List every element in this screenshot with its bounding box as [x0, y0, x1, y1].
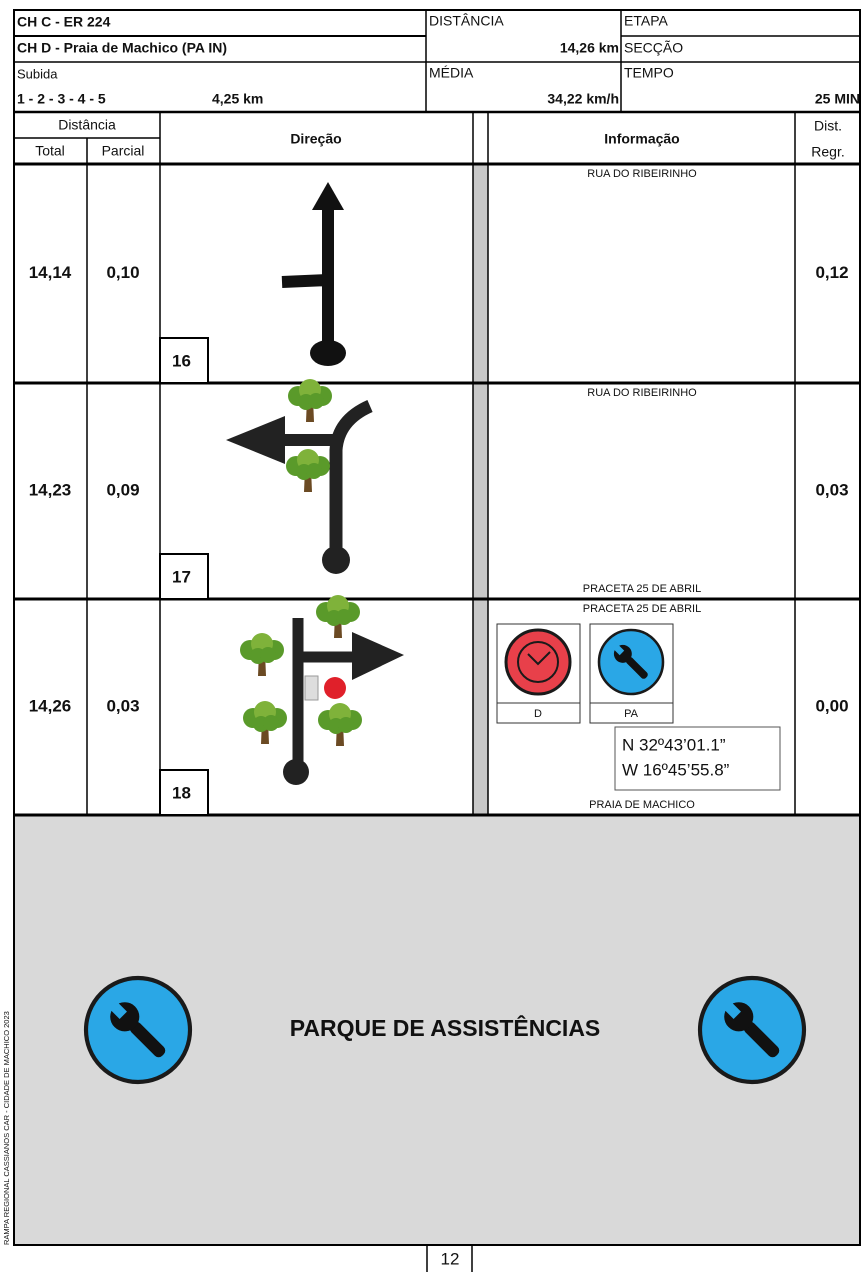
arrow-head	[312, 182, 344, 210]
longitude: W 16º45’55.8”	[622, 760, 730, 779]
page-frame	[13, 9, 861, 1246]
street-name: PRAIA DE MACHICO	[589, 799, 695, 811]
info-header: Informação	[604, 131, 679, 147]
average-label: MÉDIA	[429, 65, 474, 81]
regr-header: Dist.	[814, 118, 842, 134]
wrench-jaw	[721, 999, 741, 1019]
partial-header: Parcial	[102, 143, 145, 159]
tree-leaves	[263, 715, 279, 731]
tree-leaves	[306, 463, 322, 479]
wrench-jaw	[107, 999, 127, 1019]
arrow-head	[226, 416, 285, 464]
tree-icon	[243, 701, 287, 744]
checkpoint-c: CH C - ER 224	[17, 14, 111, 30]
total-distance: 14,23	[29, 480, 72, 499]
distance-header: Distância	[58, 117, 116, 133]
start-dot	[283, 759, 309, 785]
partial-distance: 0,10	[106, 263, 139, 282]
building	[304, 675, 319, 701]
box-number-frame	[159, 769, 209, 816]
climb-label: Subida	[17, 66, 58, 81]
clock-hands	[527, 651, 551, 666]
start-dot	[310, 340, 346, 366]
tree-icon	[316, 595, 360, 638]
assistance-icon	[589, 623, 674, 724]
climb-sequence: 1 - 2 - 3 - 4 - 5	[17, 91, 106, 107]
time-control-icon	[496, 623, 581, 724]
wrench-jaw	[612, 643, 625, 656]
stop-sign	[324, 677, 346, 699]
box-number: 16	[172, 351, 191, 370]
box-number-frame	[159, 553, 209, 600]
tree-icon	[288, 379, 332, 422]
section-label: SECÇÃO	[624, 40, 683, 56]
street-name: PRACETA 25 DE ABRIL	[583, 603, 701, 615]
tree-icon	[318, 703, 362, 746]
wrench-handle	[625, 656, 648, 679]
icon-disc	[504, 628, 572, 696]
average-value: 34,22 km/h	[547, 91, 619, 107]
road	[281, 205, 334, 350]
side-credit: RAMPA REGIONAL CASSIANOS CAR - CIDADE DE…	[2, 1011, 11, 1245]
tree-leaves	[336, 609, 352, 625]
assistance-banner: PARQUE DE ASSISTÊNCIAS	[290, 1014, 601, 1041]
tree-leaves	[260, 647, 276, 663]
total-distance: 14,14	[29, 263, 72, 282]
direction-header: Direção	[290, 131, 341, 147]
partial-distance: 0,09	[106, 480, 139, 499]
distance-label: DISTÂNCIA	[429, 13, 504, 29]
coordinates-frame	[614, 726, 781, 791]
road	[292, 618, 355, 770]
sequence-distance: 4,25 km	[212, 91, 263, 107]
wrench	[721, 999, 780, 1058]
street-name: PRACETA 25 DE ABRIL	[583, 583, 701, 595]
checkpoint-d: CH D - Praia de Machico (PA IN)	[17, 40, 227, 56]
partial-distance: 0,03	[106, 696, 139, 715]
time-value: 25 MIN	[815, 91, 860, 107]
wrench	[107, 999, 166, 1058]
arrow-head	[352, 632, 404, 680]
icon-label: D	[534, 708, 542, 720]
remaining-distance: 0,03	[815, 480, 848, 499]
street-name: RUA DO RIBEIRINHO	[587, 387, 697, 399]
tree-leaves	[338, 717, 354, 733]
clock-face	[517, 641, 559, 683]
page-number: 12	[441, 1249, 460, 1268]
wrench-handle	[743, 1021, 780, 1058]
tree-leaves	[308, 393, 324, 409]
box-number-frame	[159, 337, 209, 384]
total-distance: 14,26	[29, 696, 72, 715]
wrench	[612, 643, 648, 679]
latitude: N 32º43’01.1”	[622, 735, 726, 754]
regr-header: Regr.	[811, 144, 844, 160]
icon-label: PA	[624, 708, 639, 720]
side-strip	[473, 164, 488, 815]
road	[329, 400, 373, 558]
remaining-distance: 0,12	[815, 263, 848, 282]
box-number: 18	[172, 783, 191, 802]
stage-label: ETAPA	[624, 13, 668, 29]
time-label: TEMPO	[624, 65, 674, 81]
wrench-handle	[129, 1021, 166, 1058]
start-dot	[322, 546, 350, 574]
tree-icon	[240, 633, 284, 676]
distance-value: 14,26 km	[560, 40, 619, 56]
street-name: RUA DO RIBEIRINHO	[587, 168, 697, 180]
tree-icon	[286, 449, 330, 492]
remaining-distance: 0,00	[815, 696, 848, 715]
box-number: 17	[172, 567, 191, 586]
total-header: Total	[35, 143, 65, 159]
